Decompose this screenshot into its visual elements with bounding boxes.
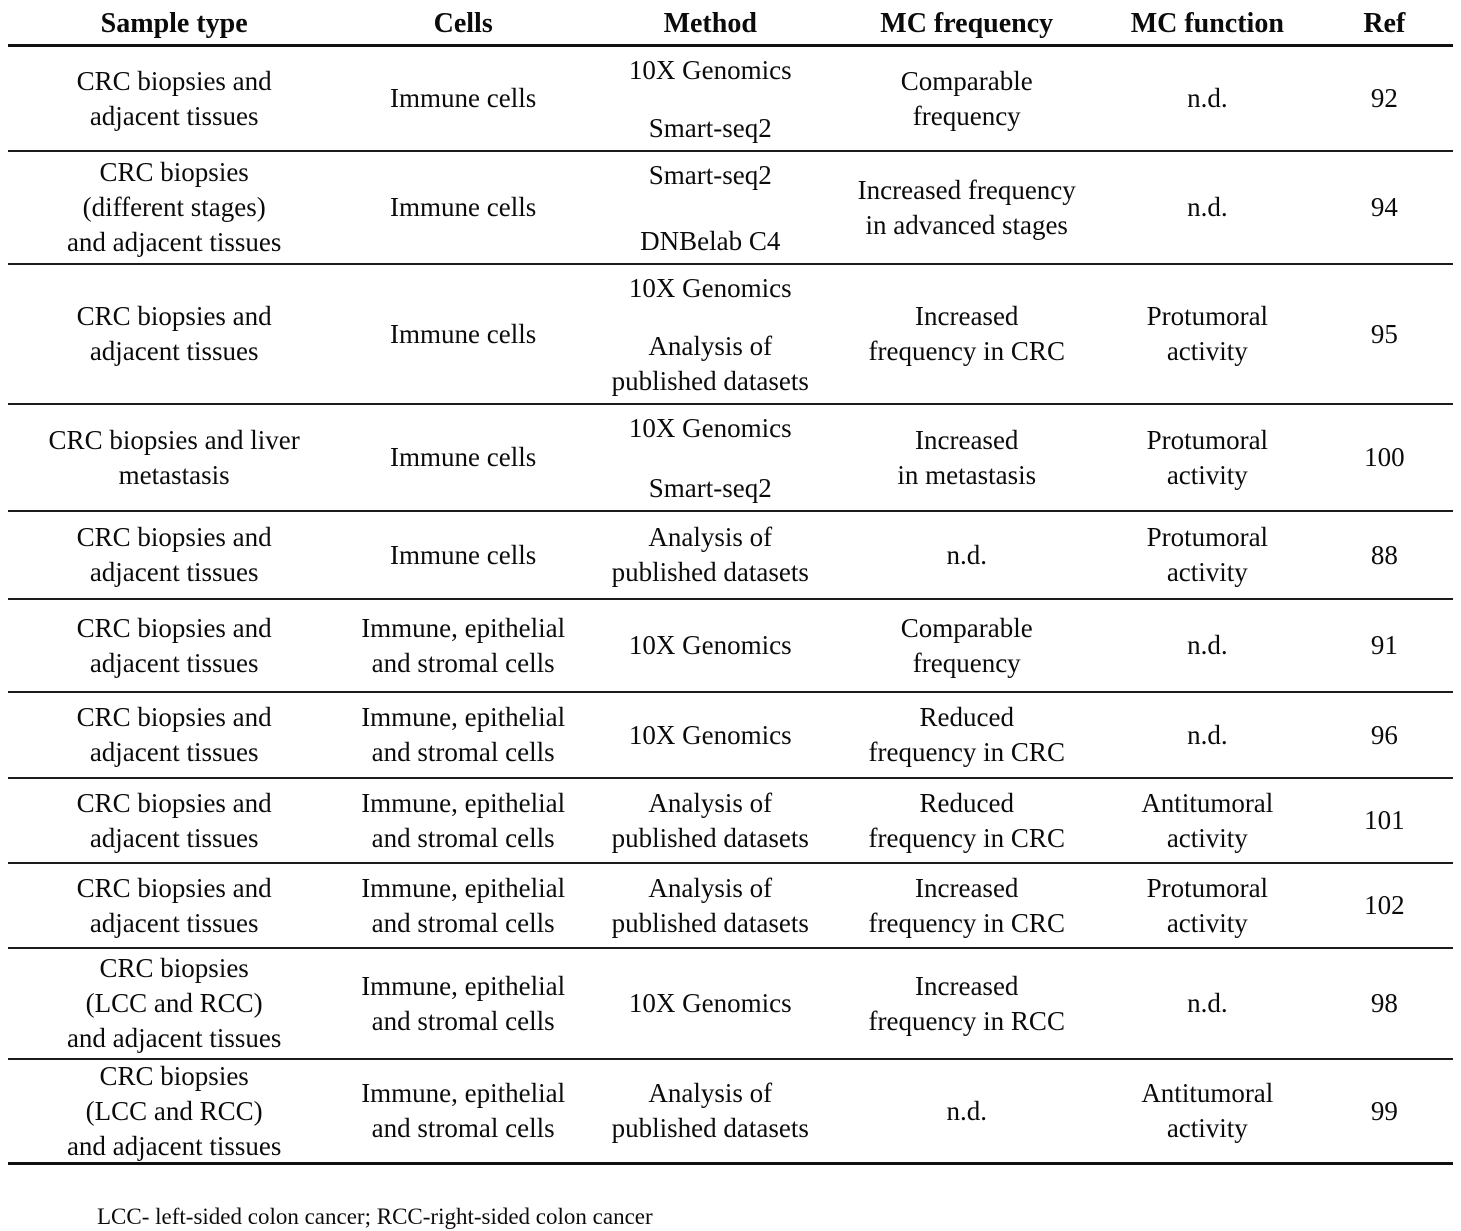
cell-sample-type: CRC biopsies and adjacent tissues bbox=[76, 301, 272, 366]
method-entry: Smart-seq2 bbox=[648, 473, 772, 503]
cell-method: Analysis of published datasets bbox=[611, 522, 809, 587]
table-footnote: LCC- left-sided colon cancer; RCC-right-… bbox=[97, 1204, 653, 1229]
table-row: CRC biopsies and liver metastasis Immune… bbox=[8, 405, 1453, 512]
cell-ref: 99 bbox=[1370, 1095, 1398, 1126]
cell-mc-function: n.d. bbox=[1187, 192, 1228, 222]
method-entry: Smart-seq2 bbox=[648, 113, 772, 143]
cell-cells: Immune cells bbox=[390, 539, 537, 570]
table-row: CRC biopsies and adjacent tissues Immune… bbox=[8, 600, 1453, 693]
cell-sample-type: CRC biopsies and adjacent tissues bbox=[76, 612, 272, 678]
header-mc-function: MC function bbox=[1130, 8, 1284, 39]
table-header-row: Sample type Cells Method MC frequency MC… bbox=[8, 0, 1453, 47]
table-row: CRC biopsies (LCC and RCC) and adjacent … bbox=[8, 1060, 1453, 1165]
cell-cells: Immune, epithelial and stromal cells bbox=[361, 1078, 566, 1143]
table-row: CRC biopsies and adjacent tissues Immune… bbox=[8, 864, 1453, 949]
cell-mc-function: Antitumoral activity bbox=[1141, 1078, 1274, 1143]
cell-method: Analysis of published datasets bbox=[611, 787, 809, 853]
cell-sample-type: CRC biopsies (LCC and RCC) and adjacent … bbox=[66, 1060, 282, 1161]
cell-cells: Immune cells bbox=[390, 318, 537, 349]
cell-method: Analysis of published datasets bbox=[611, 872, 809, 938]
cell-cells: Immune, epithelial and stromal cells bbox=[361, 872, 566, 938]
cell-ref: 88 bbox=[1370, 539, 1398, 570]
cell-sample-type: CRC biopsies and adjacent tissues bbox=[76, 65, 272, 131]
cell-sample-type: CRC biopsies and adjacent tissues bbox=[76, 522, 272, 587]
cell-sample-type: CRC biopsies and adjacent tissues bbox=[76, 872, 272, 938]
cell-cells: Immune, epithelial and stromal cells bbox=[361, 612, 566, 678]
cell-mc-frequency: Increased in metastasis bbox=[897, 424, 1037, 490]
cell-cells: Immune, epithelial and stromal cells bbox=[361, 970, 566, 1036]
cell-method: 10X Genomics bbox=[628, 630, 792, 660]
cell-mc-function: n.d. bbox=[1187, 988, 1228, 1018]
cell-method: 10X Genomics Smart-seq2 bbox=[586, 405, 835, 510]
cell-mc-frequency: Comparable frequency bbox=[900, 65, 1033, 131]
cell-mc-function: Protumoral activity bbox=[1146, 872, 1269, 938]
cell-ref: 102 bbox=[1364, 890, 1405, 920]
cell-mc-frequency: Increased frequency in advanced stages bbox=[857, 174, 1076, 240]
table-row: CRC biopsies and adjacent tissues Immune… bbox=[8, 47, 1453, 152]
method-entry: 10X Genomics bbox=[628, 273, 792, 303]
method-entry: DNBelab C4 bbox=[640, 226, 781, 256]
cell-cells: Immune cells bbox=[390, 83, 537, 113]
cell-mc-function: n.d. bbox=[1187, 83, 1228, 113]
cell-sample-type: CRC biopsies and adjacent tissues bbox=[76, 787, 272, 853]
cell-mc-frequency: Reduced frequency in CRC bbox=[868, 702, 1065, 767]
cell-mc-frequency: Increased frequency in CRC bbox=[868, 301, 1065, 366]
mc-studies-table: Sample type Cells Method MC frequency MC… bbox=[8, 0, 1453, 1165]
cell-ref: 98 bbox=[1370, 988, 1398, 1018]
cell-method: 10X Genomics bbox=[628, 719, 792, 750]
header-cells: Cells bbox=[433, 8, 493, 39]
cell-method: 10X Genomics bbox=[628, 988, 792, 1018]
cell-mc-frequency: Comparable frequency bbox=[900, 612, 1033, 678]
cell-ref: 94 bbox=[1370, 192, 1398, 222]
cell-mc-function: Antitumoral activity bbox=[1141, 787, 1274, 853]
cell-sample-type: CRC biopsies and liver metastasis bbox=[48, 424, 300, 490]
cell-mc-frequency: Increased frequency in RCC bbox=[868, 970, 1065, 1036]
cell-mc-frequency: n.d. bbox=[946, 1095, 987, 1126]
cell-ref: 101 bbox=[1364, 805, 1405, 835]
cell-sample-type: CRC biopsies and adjacent tissues bbox=[76, 702, 272, 767]
cell-sample-type: CRC biopsies (LCC and RCC) and adjacent … bbox=[66, 953, 282, 1053]
cell-ref: 100 bbox=[1364, 442, 1405, 472]
cell-cells: Immune cells bbox=[390, 442, 537, 472]
table-row: CRC biopsies and adjacent tissues Immune… bbox=[8, 512, 1453, 600]
method-entry: Analysis of published datasets bbox=[611, 331, 809, 396]
header-mc-frequency: MC frequency bbox=[880, 8, 1054, 39]
cell-sample-type: CRC biopsies (different stages) and adja… bbox=[66, 157, 282, 257]
cell-cells: Immune, epithelial and stromal cells bbox=[361, 702, 566, 767]
cell-method: 10X Genomics Analysis of published datas… bbox=[586, 265, 835, 403]
header-sample-type: Sample type bbox=[100, 8, 248, 39]
cell-mc-function: n.d. bbox=[1187, 719, 1228, 750]
method-entry: 10X Genomics bbox=[628, 413, 792, 443]
cell-mc-function: Protumoral activity bbox=[1146, 301, 1269, 366]
cell-method: Smart-seq2 DNBelab C4 bbox=[586, 152, 835, 263]
cell-mc-frequency: n.d. bbox=[946, 539, 987, 570]
cell-cells: Immune, epithelial and stromal cells bbox=[361, 787, 566, 853]
table-row: CRC biopsies and adjacent tissues Immune… bbox=[8, 779, 1453, 864]
cell-ref: 92 bbox=[1370, 83, 1398, 113]
cell-mc-function: n.d. bbox=[1187, 630, 1228, 660]
table-row: CRC biopsies and adjacent tissues Immune… bbox=[8, 693, 1453, 779]
cell-method: Analysis of published datasets bbox=[611, 1078, 809, 1143]
table-row: CRC biopsies (LCC and RCC) and adjacent … bbox=[8, 949, 1453, 1060]
cell-mc-frequency: Reduced frequency in CRC bbox=[868, 787, 1065, 853]
method-entry: Smart-seq2 bbox=[648, 160, 772, 190]
cell-mc-function: Protumoral activity bbox=[1146, 522, 1269, 587]
cell-ref: 95 bbox=[1370, 318, 1398, 349]
cell-ref: 91 bbox=[1370, 630, 1398, 660]
cell-method: 10X Genomics Smart-seq2 bbox=[586, 47, 835, 150]
header-method: Method bbox=[663, 8, 757, 39]
cell-ref: 96 bbox=[1370, 719, 1398, 750]
cell-cells: Immune cells bbox=[390, 192, 537, 222]
cell-mc-frequency: Increased frequency in CRC bbox=[868, 872, 1065, 938]
table-row: CRC biopsies (different stages) and adja… bbox=[8, 152, 1453, 265]
method-entry: 10X Genomics bbox=[628, 55, 792, 85]
cell-mc-function: Protumoral activity bbox=[1146, 424, 1269, 490]
header-ref: Ref bbox=[1363, 8, 1406, 39]
table-row: CRC biopsies and adjacent tissues Immune… bbox=[8, 265, 1453, 405]
